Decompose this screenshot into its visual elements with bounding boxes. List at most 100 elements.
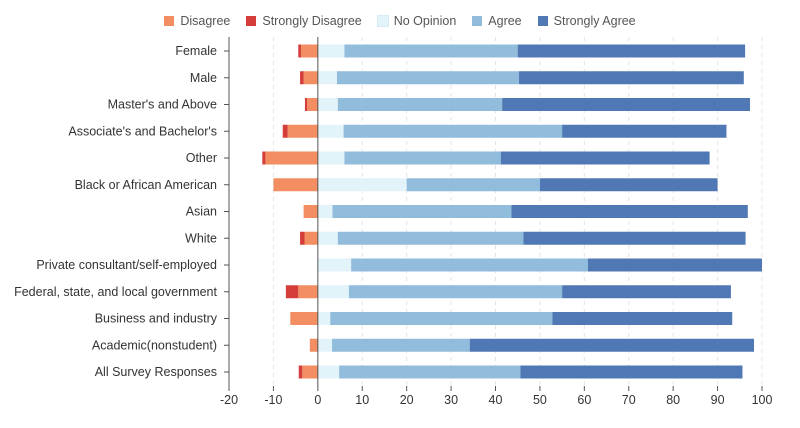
bar-strongly-disagree xyxy=(262,151,266,165)
legend-swatch xyxy=(537,16,548,26)
legend-swatch xyxy=(164,16,175,26)
bar-disagree xyxy=(300,44,318,58)
bar-agree xyxy=(406,178,540,192)
bar-disagree xyxy=(304,231,318,245)
legend-item[interactable]: Strongly Disagree xyxy=(246,14,362,28)
bar-strongly-agree xyxy=(552,312,733,325)
x-tick-label: 10 xyxy=(355,393,369,407)
bar-no-opinion xyxy=(317,71,337,85)
bar-strongly-disagree xyxy=(282,124,288,138)
bar-agree xyxy=(337,98,503,111)
bar-no-opinion xyxy=(317,285,349,299)
legend-swatch xyxy=(246,16,257,26)
legend: Disagree Strongly Disagree No Opinion Agree… xyxy=(0,14,800,28)
category-label: All Survey Responses xyxy=(95,365,217,379)
x-tick-label: 70 xyxy=(622,393,636,407)
x-tick-label: 30 xyxy=(444,393,458,407)
bar-strongly-disagree xyxy=(298,365,303,379)
bar-strongly-agree xyxy=(502,98,751,111)
bar-disagree xyxy=(298,285,318,299)
bar-no-opinion xyxy=(317,365,340,379)
bar-strongly-agree xyxy=(520,365,743,379)
bar-disagree xyxy=(307,98,318,111)
x-tick-label: 40 xyxy=(489,393,503,407)
legend-label: No Opinion xyxy=(393,14,457,28)
category-label: Business and industry xyxy=(95,312,218,326)
category-label: Male xyxy=(190,71,217,85)
category-label: Asian xyxy=(186,205,217,219)
bar-no-opinion xyxy=(317,258,352,272)
bar-no-opinion xyxy=(317,178,407,192)
bar-strongly-agree xyxy=(562,285,731,299)
legend-label: Strongly Disagree xyxy=(262,14,362,28)
category-label: Associate's and Bachelor's xyxy=(68,124,217,138)
bar-disagree xyxy=(302,365,318,379)
category-label: Female xyxy=(175,44,217,58)
bar-strongly-agree xyxy=(469,338,755,352)
bar-disagree xyxy=(309,338,318,352)
bar-agree xyxy=(344,151,501,165)
bar-strongly-agree xyxy=(587,258,762,272)
bar-no-opinion xyxy=(317,231,338,245)
bar-no-opinion xyxy=(317,44,345,58)
bar-disagree xyxy=(303,71,318,85)
bar-agree xyxy=(343,124,563,138)
x-tick-label: -20 xyxy=(220,393,238,407)
bar-no-opinion xyxy=(317,124,344,138)
bar-agree xyxy=(330,312,553,325)
bar-no-opinion xyxy=(317,205,333,218)
category-label: Black or African American xyxy=(75,178,217,192)
bar-agree xyxy=(332,338,470,352)
category-label: Academic(nonstudent) xyxy=(92,338,217,352)
bar-strongly-agree xyxy=(511,205,748,218)
bar-agree xyxy=(339,365,521,379)
bar-strongly-disagree xyxy=(285,285,299,299)
bar-agree xyxy=(351,258,588,272)
legend-swatch xyxy=(472,16,483,26)
bar-disagree xyxy=(265,151,318,165)
bar-strongly-agree xyxy=(523,231,746,245)
x-tick-label: 50 xyxy=(533,393,547,407)
legend-item[interactable]: Strongly Agree xyxy=(537,14,636,28)
bar-strongly-agree xyxy=(539,178,718,192)
bar-agree xyxy=(344,44,518,58)
bar-strongly-disagree xyxy=(298,44,301,58)
legend-item[interactable]: Agree xyxy=(472,14,522,28)
x-tick-label: 80 xyxy=(666,393,680,407)
legend-label: Agree xyxy=(488,14,522,28)
bar-agree xyxy=(337,231,524,245)
bar-agree xyxy=(336,71,520,85)
legend-swatch xyxy=(376,15,389,27)
bar-disagree xyxy=(287,124,318,138)
bar-strongly-disagree xyxy=(300,71,304,85)
x-tick-label: 20 xyxy=(400,393,414,407)
category-label: White xyxy=(185,231,217,245)
x-tick-label: 0 xyxy=(314,393,321,407)
bar-strongly-agree xyxy=(519,71,744,85)
bar-strongly-disagree xyxy=(304,98,308,111)
bar-no-opinion xyxy=(317,98,338,111)
bar-strongly-agree xyxy=(517,44,746,58)
bar-strongly-disagree xyxy=(300,231,305,245)
bar-agree xyxy=(332,205,512,218)
legend-item[interactable]: Disagree xyxy=(164,14,230,28)
legend-item[interactable]: No Opinion xyxy=(376,14,457,28)
legend-label: Disagree xyxy=(180,14,231,28)
bar-disagree xyxy=(290,312,318,325)
bar-disagree xyxy=(273,178,318,192)
x-tick-label: 60 xyxy=(577,393,591,407)
x-tick-label: 100 xyxy=(752,393,773,407)
legend-label: Strongly Agree xyxy=(553,14,636,28)
bar-no-opinion xyxy=(317,151,345,165)
bar-no-opinion xyxy=(317,312,331,325)
category-label: Private consultant/self-employed xyxy=(36,258,217,272)
category-label: Master's and Above xyxy=(108,98,217,112)
bar-disagree xyxy=(303,205,318,218)
x-tick-label: -10 xyxy=(264,393,282,407)
category-label: Federal, state, and local government xyxy=(14,285,217,299)
x-tick-label: 90 xyxy=(711,393,725,407)
bar-strongly-agree xyxy=(500,151,710,165)
bar-strongly-agree xyxy=(562,124,727,138)
category-label: Other xyxy=(186,151,217,165)
